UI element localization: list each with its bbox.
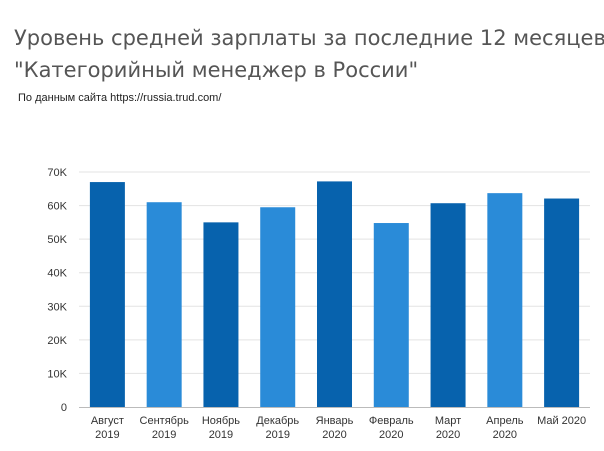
chart-title-line-2: "Категорийный менеджер в России" <box>14 58 419 82</box>
bar <box>373 223 409 407</box>
y-tick-label: 70K <box>47 167 67 179</box>
x-tick-label: Март 2020 <box>435 415 461 441</box>
x-tick-label: Апрель 2020 <box>486 415 524 441</box>
chart-title: Уровень средней зарплаты за последние 12… <box>14 22 604 86</box>
bar <box>487 193 523 407</box>
bar <box>317 181 352 407</box>
bar <box>544 198 580 407</box>
x-tick-label: Январь 2020 <box>316 415 354 441</box>
y-tick-label: 10K <box>47 368 67 380</box>
bar <box>89 182 125 407</box>
chart-title-line-1: Уровень средней зарплаты за последние 12… <box>14 26 604 50</box>
bar <box>203 222 239 407</box>
bar <box>260 207 296 407</box>
y-tick-label: 20K <box>47 335 67 347</box>
x-tick-label: Сентябрь 2019 <box>140 415 190 441</box>
bar <box>146 202 182 407</box>
x-tick-label: Май 2020 <box>537 415 586 427</box>
bars <box>89 181 580 407</box>
x-tick-label: Август 2019 <box>91 415 124 441</box>
bar <box>430 203 466 407</box>
y-tick-label: 50K <box>47 234 67 246</box>
y-tick-label: 60K <box>47 201 67 213</box>
y-tick-label: 0 <box>61 402 67 414</box>
y-tick-label: 30K <box>47 301 67 313</box>
x-tick-label: Ноябрь 2019 <box>202 415 240 441</box>
x-tick-label: Декабрь 2019 <box>256 415 299 441</box>
x-tick-label: Февраль 2020 <box>369 415 414 441</box>
source-note: По данным сайта https://russia.trud.com/ <box>18 92 222 104</box>
x-axis-labels: Август 2019 Сентябрь 2019 Ноябрь 2019 Декабрь 2… <box>91 415 586 441</box>
y-axis-ticks: 0 10K 20K 30K 40K 50K 60K 70K <box>47 167 67 414</box>
y-tick-label: 40K <box>47 268 67 280</box>
